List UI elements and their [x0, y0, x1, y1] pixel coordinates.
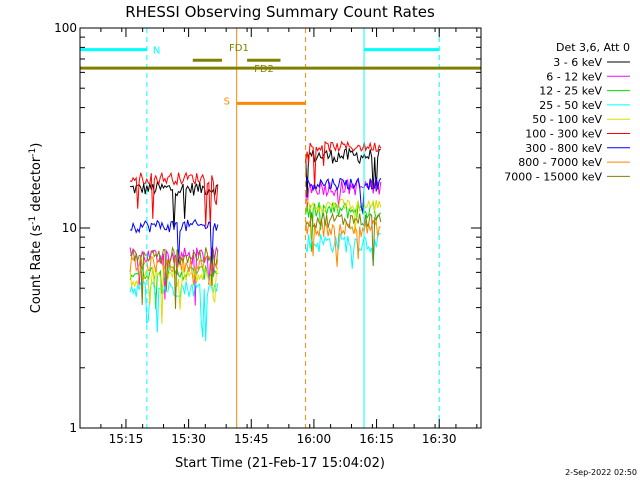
- trace-100-300keV: [305, 140, 382, 190]
- y-axis-label: Count Rate (s-1 detector-1): [28, 143, 44, 314]
- legend-title: Det 3,6, Att 0: [556, 41, 630, 54]
- trace-100-300keV: [129, 171, 219, 228]
- trace-7000-15000keV: [129, 245, 219, 309]
- trace-300-800keV: [129, 218, 219, 270]
- legend-label: 6 - 12 keV: [546, 70, 602, 83]
- y-label-sup1: -1: [28, 216, 38, 225]
- legend-label: 100 - 300 keV: [525, 128, 602, 141]
- trace-50-100keV: [305, 198, 382, 234]
- x-axis: 15:15 15:30 15:45 16:00 16:15 16:30: [79, 28, 478, 446]
- count-traces: [129, 140, 382, 342]
- y-tick-label: 1: [69, 421, 77, 435]
- trace-300-800keV: [305, 176, 382, 213]
- x-tick-label: 16:30: [422, 432, 457, 446]
- trace-25-50keV: [129, 280, 219, 342]
- y-tick-label: 100: [54, 21, 77, 35]
- flag-label-fd1: FD1: [229, 43, 249, 54]
- legend-label: 12 - 25 keV: [539, 85, 602, 98]
- y-label-end: ): [29, 143, 44, 148]
- y-tick-label: 10: [62, 221, 77, 235]
- legend-label: 300 - 800 keV: [525, 142, 602, 155]
- trace-7000-15000keV: [305, 211, 382, 267]
- x-tick-label: 15:30: [171, 432, 206, 446]
- x-tick-label: 15:15: [109, 432, 144, 446]
- trace-3-6keV: [305, 146, 382, 198]
- legend-label: 800 - 7000 keV: [518, 156, 602, 169]
- x-tick-label: 16:15: [359, 432, 394, 446]
- trace-3-6keV: [130, 180, 219, 230]
- flag-label-s: S: [224, 96, 230, 107]
- vertical-markers: [146, 28, 440, 428]
- y-label-sup2: -1: [28, 148, 38, 157]
- x-tick-label: 15:45: [234, 432, 269, 446]
- legend-label: 3 - 6 keV: [553, 56, 602, 69]
- y-axis: 1 10 100: [54, 21, 481, 435]
- trace-25-50keV: [305, 232, 382, 269]
- x-axis-label: Start Time (21-Feb-17 15:04:02): [175, 456, 385, 471]
- trace-800-7000keV: [305, 218, 381, 267]
- y-label-mid: detector: [29, 156, 44, 216]
- y-label-main: Count Rate (s: [29, 225, 44, 314]
- x-tick-label: 16:00: [297, 432, 332, 446]
- legend-label: 25 - 50 keV: [539, 99, 602, 112]
- legend-label: 7000 - 15000 keV: [504, 170, 602, 183]
- flag-label-n: N: [153, 46, 160, 57]
- legend-label: 50 - 100 keV: [532, 113, 602, 126]
- flag-label-fd2: FD2: [254, 64, 274, 75]
- chart-title: RHESSI Observing Summary Count Rates: [125, 3, 435, 21]
- footer-date: 2-Sep-2022 02:50: [565, 468, 637, 477]
- attenuator-flags: N S FD1 FD2: [80, 43, 481, 107]
